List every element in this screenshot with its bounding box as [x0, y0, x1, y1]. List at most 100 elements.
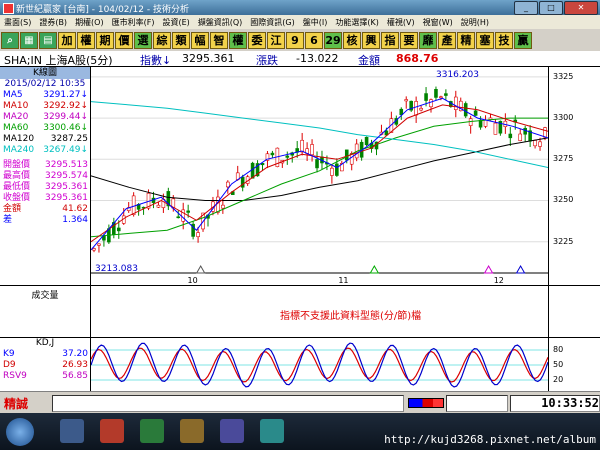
indicator-value: 3299.44↓	[43, 112, 88, 122]
menu-item[interactable]: 畫面(S)	[4, 18, 32, 27]
indicator-key: MA60	[3, 123, 29, 133]
chart-icon[interactable]: ▤	[39, 31, 57, 49]
toolbar-button[interactable]: 加	[58, 31, 76, 49]
toolbar-button[interactable]: 委	[248, 31, 266, 49]
index-value: 3295.361	[182, 52, 235, 65]
menu-item[interactable]: 視窗(W)	[422, 18, 453, 27]
status-bar: 精誠 10:33:52	[0, 391, 600, 414]
start-button[interactable]	[6, 418, 34, 446]
watermark-url: http://kujd3268.pixnet.net/album	[384, 433, 596, 446]
toolbar-button[interactable]: 6	[305, 31, 323, 49]
toolbar-button[interactable]: 贏	[514, 31, 532, 49]
indicator-key: RSV9	[3, 371, 27, 381]
candle-body	[310, 144, 314, 156]
indicator-row: K9 37.20	[0, 349, 90, 360]
toolbar-button[interactable]: 幅	[191, 31, 209, 49]
indicator-message: 指標不支援此資料型態(分/節)檔	[280, 311, 422, 322]
menu-item[interactable]: 說明(H)	[460, 18, 489, 27]
y-tick-label: 3250	[553, 195, 574, 205]
toolbar-button[interactable]: 選	[134, 31, 152, 49]
explorer-icon[interactable]	[60, 419, 84, 443]
indicator-value: 3287.25	[50, 134, 88, 144]
toolbar-button[interactable]: 綜	[153, 31, 171, 49]
kd-chart[interactable]	[91, 338, 548, 392]
toolbar-button[interactable]: 興	[362, 31, 380, 49]
menu-item[interactable]: 盤中(I)	[302, 18, 328, 27]
connection-indicator-icon	[408, 398, 444, 408]
indicator-panel: K線圖 2015/02/12 10:35 MA5 3291.27↓ MA10 3292…	[0, 67, 91, 285]
indicator-value: 1.364	[62, 215, 88, 225]
candle-body	[196, 232, 200, 238]
indicator-value: 41.62	[62, 204, 88, 214]
app-icon-green[interactable]	[140, 419, 164, 443]
indicator-key: D9	[3, 360, 16, 370]
taskbar: http://kujd3268.pixnet.net/album	[0, 413, 600, 450]
indicator-key: 最低價	[3, 182, 31, 192]
menu-item[interactable]: 擷盤資訊(Q)	[197, 18, 243, 27]
candle-body	[384, 130, 389, 136]
indicator-key: MA120	[3, 134, 35, 144]
maximize-button[interactable]: □	[539, 1, 563, 15]
toolbar-button[interactable]: 29	[324, 31, 342, 49]
candle-body	[473, 110, 478, 116]
app-icon-gold[interactable]	[180, 419, 204, 443]
app-icon-red[interactable]	[100, 419, 124, 443]
candle-body	[250, 162, 255, 179]
menu-item[interactable]: 國際資訊(G)	[250, 18, 295, 27]
candle-body	[176, 216, 181, 219]
chart-window: SHA;IN 上海A股(5分) 指數↓ 3295.361 漲跌 -13.022 …	[0, 51, 600, 444]
ma-line	[91, 104, 548, 243]
menu-item[interactable]: 功能選擇(K)	[335, 18, 379, 27]
toolbar-button[interactable]: 智	[210, 31, 228, 49]
menu-item[interactable]: 證券(B)	[39, 18, 68, 27]
toolbar-button[interactable]: 江	[267, 31, 285, 49]
menu-item[interactable]: 權視(V)	[386, 18, 415, 27]
candle-body	[419, 108, 423, 111]
panel-datetime: 2015/02/12 10:35	[4, 79, 86, 89]
close-button[interactable]: ✕	[564, 1, 598, 15]
scroll-field[interactable]	[446, 395, 508, 412]
toolbar-button[interactable]: 核	[343, 31, 361, 49]
indicator-key: 差	[3, 215, 13, 225]
toolbar-button[interactable]: 9	[286, 31, 304, 49]
candle-body	[191, 223, 195, 237]
grid-icon[interactable]: ▦	[20, 31, 38, 49]
search-icon[interactable]: ⌕	[1, 31, 19, 49]
toolbar-button[interactable]: 塞	[476, 31, 494, 49]
menu-item[interactable]: 匯市利率(F)	[111, 18, 155, 27]
candle-body	[409, 100, 413, 111]
candle-body	[478, 119, 483, 128]
candle-body	[102, 235, 106, 241]
toolbar-button[interactable]: 權	[229, 31, 247, 49]
kd-header: KD,J	[35, 338, 55, 348]
app-icon-teal[interactable]	[260, 419, 284, 443]
toolbar-button[interactable]: 靡	[419, 31, 437, 49]
menu-item[interactable]: 設資(E)	[162, 18, 190, 27]
minimize-button[interactable]: _	[514, 1, 538, 15]
signal-marker	[195, 264, 206, 274]
menu-bar: 畫面(S) 證券(B) 期權(O) 匯市利率(F) 設資(E) 擷盤資訊(Q) 國際資訊(G…	[0, 15, 600, 29]
toolbar-button[interactable]: 要	[400, 31, 418, 49]
toolbar-button[interactable]: 產	[438, 31, 456, 49]
toolbar-button[interactable]: 類	[172, 31, 190, 49]
candlestick-chart[interactable]: 3316.203 3213.083 10 11 12	[91, 67, 548, 285]
candle-body	[226, 181, 230, 188]
indicator-value: 3300.46↓	[43, 123, 88, 133]
candle-body	[270, 152, 275, 156]
indicator-value: 3295.574	[45, 171, 88, 181]
candle-body	[404, 99, 409, 102]
toolbar-button[interactable]: 指	[381, 31, 399, 49]
app-icon-blue[interactable]	[220, 419, 244, 443]
toolbar-button[interactable]: 權	[77, 31, 95, 49]
candle-body	[498, 120, 503, 134]
volume-label: 成交量	[31, 291, 59, 301]
kd-tick-label: 50	[553, 360, 564, 369]
kd-panel: KD,J K9 37.20 D9 26.93 RSV9 56.85	[0, 338, 91, 392]
toolbar-button[interactable]: 技	[495, 31, 513, 49]
toolbar-button[interactable]: 精	[457, 31, 475, 49]
candle-body	[131, 195, 136, 215]
ma-line	[91, 137, 548, 201]
toolbar-button[interactable]: 價	[115, 31, 133, 49]
menu-item[interactable]: 期權(O)	[75, 18, 104, 27]
toolbar-button[interactable]: 期	[96, 31, 114, 49]
